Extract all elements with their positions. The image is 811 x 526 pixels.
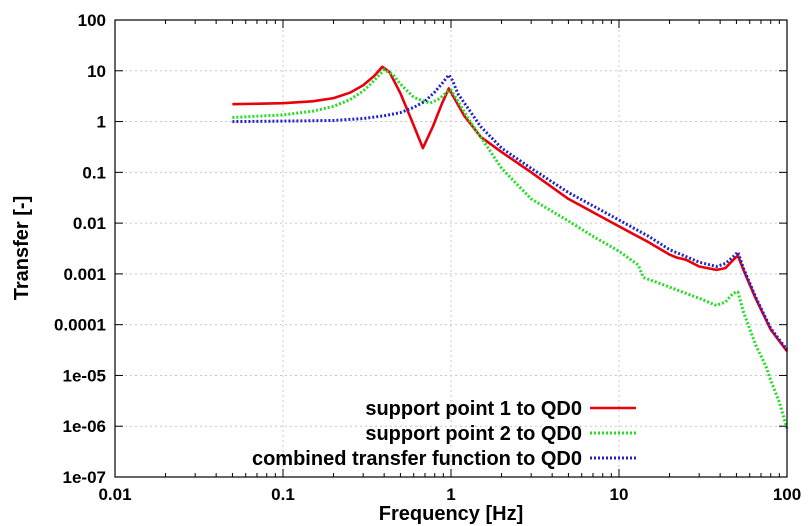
series-layer xyxy=(232,65,789,429)
legend-label-1: support point 1 to QD0 xyxy=(365,398,582,420)
y-tick-label: 10 xyxy=(87,62,106,81)
y-tick-label: 1e-07 xyxy=(63,468,106,487)
y-tick-label: 1e-06 xyxy=(63,417,106,436)
y-tick-label: 0.01 xyxy=(73,214,106,233)
y-tick-label: 1 xyxy=(97,113,106,132)
axis-ticks: 0.01 0.1 1 10 100 1e-07 1e-06 1e-05 0.0001 0.001 0… xyxy=(54,11,801,504)
x-tick-label: 0.01 xyxy=(98,485,131,504)
y-tick-label: 0.1 xyxy=(82,163,106,182)
x-axis-title: Frequency [Hz] xyxy=(379,503,523,525)
y-tick-label: 100 xyxy=(78,11,106,30)
series-line-1 xyxy=(232,65,789,352)
y-tick-label: 0.0001 xyxy=(54,316,106,335)
series-line-3 xyxy=(232,73,789,351)
x-tick-label: 1 xyxy=(446,485,455,504)
y-tick-label: 0.001 xyxy=(63,265,106,284)
x-tick-label: 100 xyxy=(773,485,801,504)
series-line-2 xyxy=(232,68,789,429)
legend-label-2: support point 2 to QD0 xyxy=(365,423,582,445)
y-tick-label: 1e-05 xyxy=(63,366,106,385)
legend: support point 1 to QD0 support point 2 to… xyxy=(252,398,636,470)
legend-label-3: combined transfer function to QD0 xyxy=(252,448,582,470)
x-tick-label: 10 xyxy=(610,485,629,504)
x-tick-label: 0.1 xyxy=(271,485,295,504)
grid xyxy=(115,20,787,477)
y-axis-title: Transfer [-] xyxy=(11,196,33,300)
